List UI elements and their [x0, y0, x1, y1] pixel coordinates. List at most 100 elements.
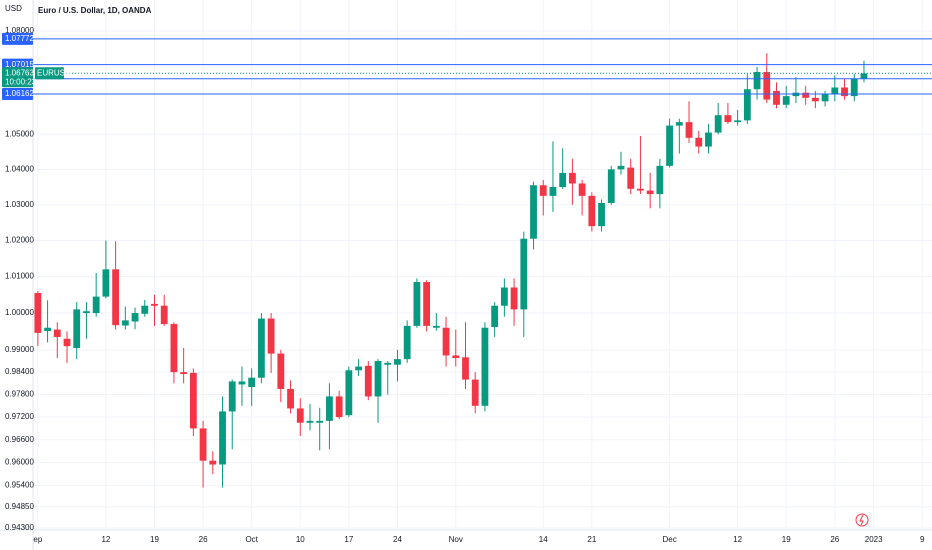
candle-body: [850, 78, 858, 97]
candle-body: [753, 72, 761, 90]
level-label: 1.06162: [5, 89, 34, 98]
y-tick-label: 0.96000: [5, 458, 34, 467]
x-tick-label: 19: [782, 535, 791, 544]
candle-body: [500, 287, 508, 306]
candle-body: [530, 185, 537, 239]
y-tick-label: 0.98400: [5, 367, 34, 376]
candle-body: [452, 355, 460, 359]
candle-body: [763, 72, 771, 100]
chart-title: Euro / U.S. Dollar, 1D, OANDA: [38, 6, 152, 15]
candle-body: [364, 365, 372, 397]
y-tick-label: 1.05000: [5, 129, 34, 138]
x-tick-label: 21: [587, 535, 596, 544]
y-tick-label: 0.94300: [5, 523, 34, 532]
candle-body: [44, 327, 51, 332]
candle-body: [549, 187, 557, 196]
candle-body: [160, 305, 168, 325]
x-tick-label: 12: [101, 535, 110, 544]
candle-body: [180, 372, 188, 375]
candle-body: [520, 238, 528, 310]
x-tick-label: 10: [296, 535, 305, 544]
x-tick-label: 26: [199, 535, 208, 544]
countdown: 10:00:23: [5, 77, 37, 86]
y-tick-label: 1.00000: [5, 308, 34, 317]
candle-body: [559, 172, 567, 188]
candle-body: [646, 190, 654, 195]
candle-body: [267, 318, 275, 354]
candle-body: [607, 169, 615, 203]
candle-body: [63, 338, 71, 347]
x-tick-label: 9: [920, 535, 925, 544]
level-label: 1.07772: [5, 34, 34, 43]
candle-body: [121, 320, 129, 326]
candle-body: [374, 360, 382, 397]
y-tick-label: 0.97800: [5, 390, 34, 399]
y-tick-label: 0.94850: [5, 502, 34, 511]
candle-body: [860, 73, 868, 79]
candle-body: [675, 122, 683, 126]
candle-body: [734, 120, 742, 123]
candle-body: [588, 195, 596, 227]
candle-body: [34, 292, 42, 333]
level-label: 1.07015: [5, 60, 34, 69]
level-box: [2, 87, 33, 100]
candle-body: [296, 408, 304, 423]
x-tick-label: 26: [830, 535, 839, 544]
axis-unit: USD: [5, 4, 22, 13]
candle-body: [821, 94, 829, 102]
candle-body: [131, 313, 139, 322]
candle-body: [73, 309, 81, 349]
candle-body: [666, 125, 673, 166]
candle-body: [306, 420, 314, 423]
candle-body: [811, 97, 819, 102]
candle-body: [209, 460, 217, 465]
y-tick-label: 1.02000: [5, 236, 34, 245]
candle-body: [257, 318, 265, 378]
y-tick-label: 0.99000: [5, 345, 34, 354]
x-tick-label: Oct: [245, 535, 258, 544]
candle-body: [695, 137, 703, 147]
candle-body: [423, 282, 431, 326]
y-tick-label: 0.97200: [5, 412, 34, 421]
candle-body: [238, 381, 246, 385]
candle-body: [831, 87, 839, 95]
candle-body: [462, 357, 469, 380]
x-tick-label: 19: [150, 535, 159, 544]
candle-body: [491, 305, 499, 327]
candle-body: [598, 202, 605, 227]
candle-body: [83, 311, 90, 314]
candle-body: [151, 303, 158, 306]
x-tick-label: Dec: [662, 535, 676, 544]
candle-body: [432, 325, 440, 328]
y-tick-label: 1.04000: [5, 164, 34, 173]
x-tick-label: ep: [33, 535, 42, 544]
candle-body: [316, 420, 324, 423]
y-tick-label: 1.01000: [5, 272, 34, 281]
candle-body: [685, 122, 693, 138]
last-price-box: [2, 67, 33, 88]
candle-body: [355, 366, 362, 371]
candle-body: [637, 188, 644, 191]
y-tick-label: 0.96600: [5, 435, 34, 444]
x-tick-label: 17: [344, 535, 353, 544]
candle-body: [403, 325, 411, 360]
candle-body: [471, 379, 479, 406]
candle-body: [219, 411, 226, 465]
candle-body: [335, 396, 343, 418]
symbol-label: EURUSD: [37, 68, 71, 77]
x-tick-label: 14: [539, 535, 548, 544]
candle-body: [102, 269, 110, 297]
candle-body: [656, 165, 664, 195]
candle-body: [112, 269, 120, 326]
candle-body: [724, 115, 732, 123]
x-tick-label: 2023: [865, 535, 883, 544]
candle-body: [413, 282, 421, 326]
candle-body: [782, 96, 790, 105]
flash-icon[interactable]: [855, 513, 869, 527]
candle-body: [578, 183, 586, 196]
x-tick-label: 12: [733, 535, 742, 544]
candle-body: [539, 185, 547, 196]
candle-body: [705, 132, 712, 147]
candle-body: [92, 296, 100, 314]
y-tick-label: 1.03000: [5, 200, 34, 209]
